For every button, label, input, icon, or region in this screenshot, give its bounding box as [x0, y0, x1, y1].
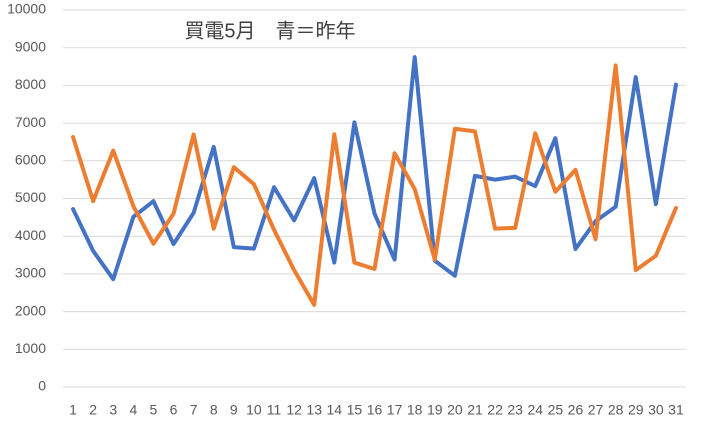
y-tick-label: 5000 [15, 189, 46, 205]
x-tick-label: 14 [327, 402, 343, 418]
y-tick-label: 10000 [7, 1, 46, 17]
x-tick-label: 18 [407, 402, 423, 418]
x-tick-label: 21 [467, 402, 483, 418]
x-tick-label: 20 [447, 402, 463, 418]
series-line [71, 63, 678, 307]
x-tick-label: 27 [588, 402, 604, 418]
x-tick-label: 12 [286, 402, 302, 418]
chart-title: 買電5月 青＝昨年 [184, 19, 355, 42]
x-tick-label: 13 [306, 402, 322, 418]
x-tick-label: 2 [89, 402, 97, 418]
series-line [71, 55, 678, 282]
x-tick-label: 29 [628, 402, 644, 418]
x-tick-label: 7 [190, 402, 198, 418]
x-tick-label: 5 [150, 402, 158, 418]
x-tick-label: 1 [69, 402, 77, 418]
x-tick-label: 10 [246, 402, 262, 418]
y-tick-label: 7000 [15, 114, 46, 130]
x-tick-label: 9 [230, 402, 238, 418]
x-tick-label: 23 [507, 402, 523, 418]
y-tick-label: 0 [38, 378, 46, 394]
x-tick-label: 19 [427, 402, 443, 418]
y-tick-label: 4000 [15, 227, 46, 243]
y-tick-label: 3000 [15, 265, 46, 281]
x-tick-label: 28 [608, 402, 624, 418]
x-tick-label: 8 [210, 402, 218, 418]
x-tick-label: 26 [568, 402, 584, 418]
x-tick-label: 17 [387, 402, 403, 418]
x-tick-label: 22 [487, 402, 503, 418]
x-tick-label: 31 [668, 402, 684, 418]
x-tick-label: 4 [129, 402, 137, 418]
y-tick-label: 2000 [15, 302, 46, 318]
x-tick-label: 16 [367, 402, 383, 418]
x-tick-label: 30 [648, 402, 664, 418]
y-tick-label: 1000 [15, 340, 46, 356]
x-tick-label: 6 [170, 402, 178, 418]
x-tick-label: 11 [267, 402, 282, 418]
y-tick-label: 9000 [15, 38, 46, 54]
y-tick-label: 6000 [15, 152, 46, 168]
y-tick-label: 8000 [15, 76, 46, 92]
x-tick-label: 25 [548, 402, 564, 418]
x-tick-label: 3 [109, 402, 117, 418]
x-tick-label: 15 [347, 402, 363, 418]
x-tick-label: 24 [527, 402, 543, 418]
